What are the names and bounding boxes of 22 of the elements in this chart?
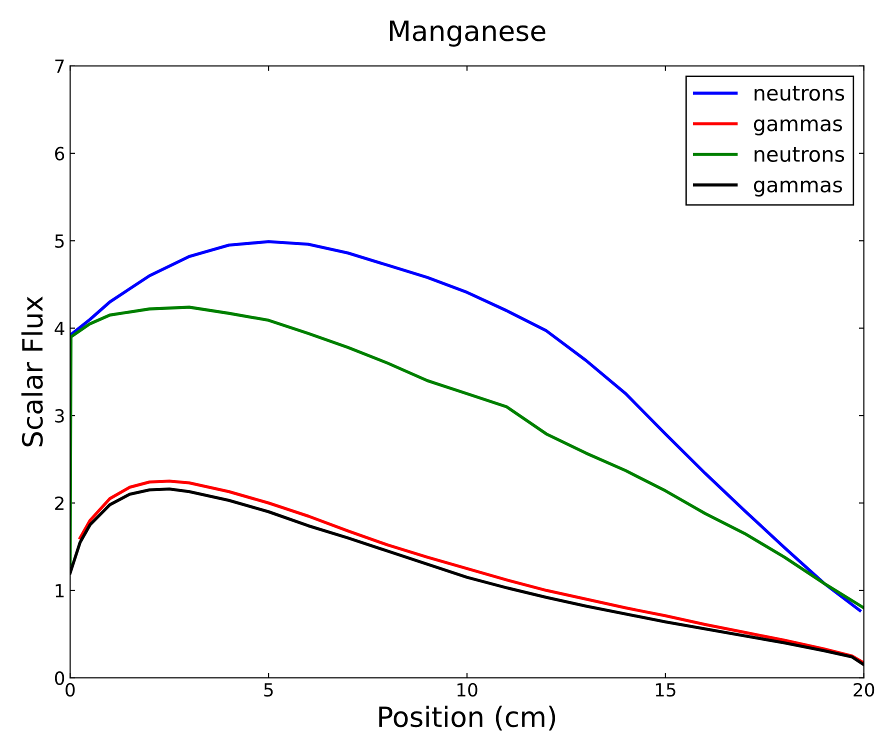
y-tick-label: 7 bbox=[55, 60, 64, 73]
x-axis-title: Position (cm) bbox=[379, 706, 556, 731]
legend-label: neutrons bbox=[754, 86, 844, 101]
y-tick-label: 4 bbox=[54, 322, 64, 336]
x-tick-label: 15 bbox=[656, 683, 676, 697]
legend-label: neutrons bbox=[754, 147, 844, 162]
legend-label: gammas bbox=[754, 119, 842, 136]
y-tick-label: 5 bbox=[55, 234, 64, 248]
x-tick-label: 0 bbox=[66, 683, 75, 697]
y-axis-title: Scalar Flux bbox=[21, 296, 43, 446]
line-series bbox=[70, 240, 862, 612]
line-series bbox=[70, 306, 864, 610]
x-tick-label: 20 bbox=[854, 683, 874, 697]
y-tick-label: 6 bbox=[55, 146, 64, 160]
x-tick-label: 5 bbox=[264, 683, 273, 697]
y-tick-label: 3 bbox=[55, 409, 64, 423]
legend-label: gammas bbox=[754, 180, 842, 197]
y-tick-label: 1 bbox=[56, 584, 64, 598]
y-tick-label: 2 bbox=[55, 496, 64, 510]
y-tick-label: 0 bbox=[55, 671, 64, 685]
x-tick-label: 10 bbox=[458, 683, 478, 697]
chart-title: Manganese bbox=[390, 20, 546, 47]
